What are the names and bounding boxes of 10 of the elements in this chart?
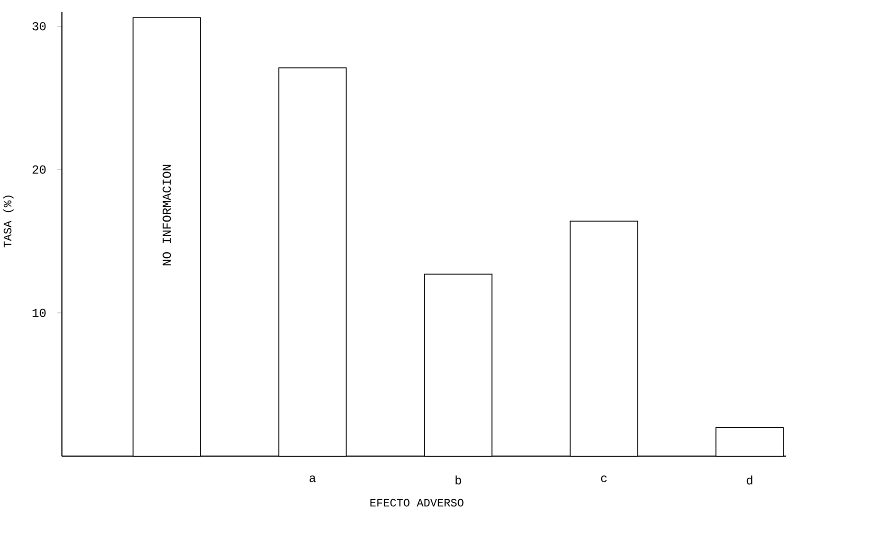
y-tick-label: 20 bbox=[32, 165, 46, 174]
x-axis-title: EFECTO ADVERSO bbox=[370, 498, 464, 506]
y-tick-label: 10 bbox=[32, 308, 46, 317]
x-tick-label: d bbox=[746, 475, 752, 484]
y-tick-label: 30 bbox=[32, 22, 46, 30]
x-tick-label: a bbox=[310, 475, 316, 482]
x-tick-label: NO INFORMACION bbox=[162, 164, 171, 266]
x-tick-label: b bbox=[456, 475, 462, 484]
y-axis-title: TASA (%) bbox=[3, 195, 14, 248]
x-tick-label: c bbox=[601, 475, 607, 482]
